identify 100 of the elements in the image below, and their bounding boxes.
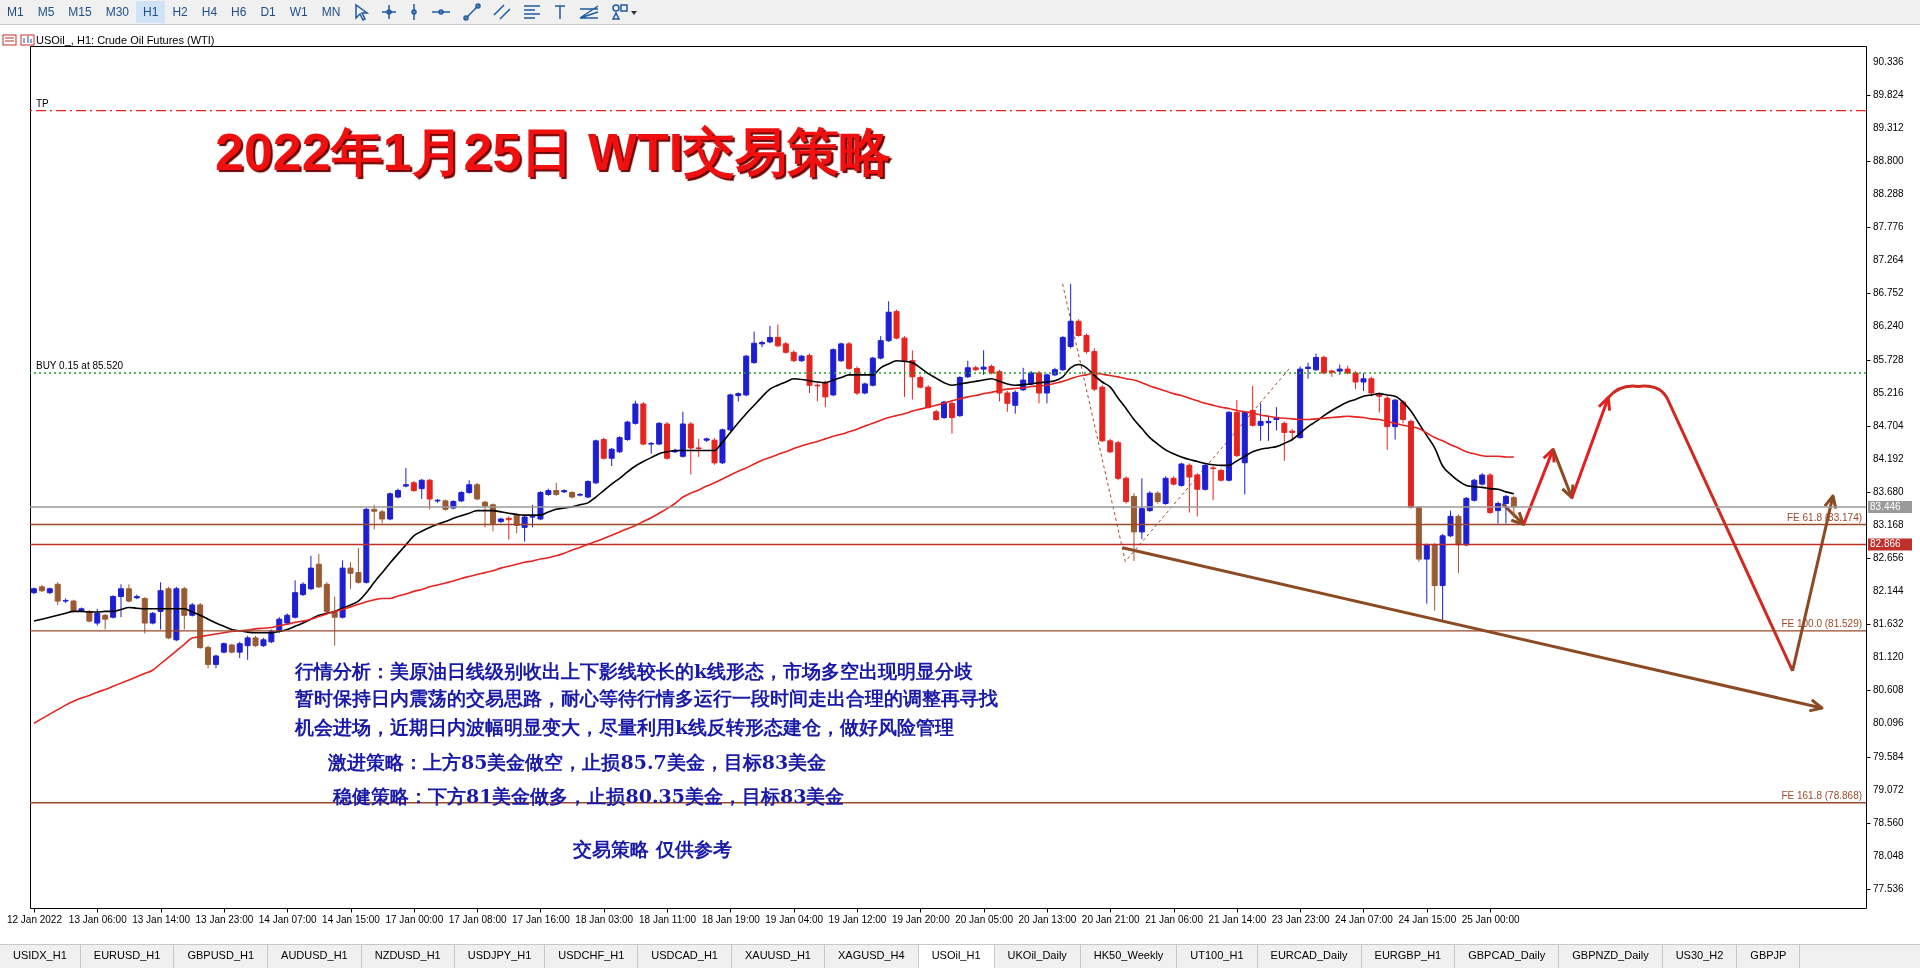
text: H6 (230, 4, 248, 21)
candlestick (118, 583, 125, 618)
candlestick (1423, 543, 1430, 605)
y-tick-label: 85.728 (1873, 353, 1905, 365)
ref-line-label: TP (35, 97, 50, 109)
annotation: 暂时保持日内震荡的交易思路，耐心等待行情多运行一段时间走出合理的调整再寻找 (295, 686, 998, 711)
x-tick-label: 14 Jan 15:00 (322, 913, 381, 925)
y-tick-label: 85.216 (1873, 386, 1905, 398)
y-tick-label: 89.824 (1873, 88, 1905, 100)
annotation: 交易策略 仅供参考 (573, 837, 732, 862)
candlestick (1510, 495, 1517, 519)
candlestick (1138, 477, 1145, 540)
ref-line-label: 83.446 (1870, 500, 1902, 512)
text: H2 (171, 4, 189, 21)
text: M30 (104, 4, 131, 21)
candlestick (1012, 389, 1019, 415)
ref-line-label: BUY 0.15 at 85.520 (35, 359, 124, 371)
y-tick-label: 80.608 (1873, 684, 1905, 696)
candlestick (505, 515, 512, 541)
candlestick (751, 331, 758, 365)
x-tick-label: 12 Jan 2022 (6, 913, 63, 925)
x-tick-label: 17 Jan 00:00 (385, 913, 444, 925)
x-tick-label: 20 Jan 13:00 (1018, 913, 1077, 925)
text: EURGBP_H1 (1361, 945, 1456, 968)
candlestick (1281, 420, 1288, 462)
candlestick (205, 645, 212, 669)
text: USDCHF_H1 (545, 945, 639, 968)
candlestick (980, 349, 987, 376)
x-tick-label: 13 Jan 06:00 (68, 913, 128, 925)
ref-line-label: 82.866 (1870, 538, 1902, 550)
y-tick-label: 79.072 (1873, 783, 1905, 795)
candlestick (1352, 370, 1359, 390)
y-tick-label: 77.536 (1873, 882, 1905, 894)
text: XAGUSD_H4 (825, 945, 919, 968)
candlestick (925, 384, 932, 410)
ref-line-label: FE 161.8 (78.868) (1781, 789, 1863, 801)
x-tick-label: 13 Jan 14:00 (132, 913, 191, 925)
x-tick-label: 18 Jan 11:00 (639, 913, 697, 925)
y-tick-label: 83.680 (1873, 485, 1905, 497)
candlestick (1360, 372, 1367, 392)
text: 2022年1月25日 WTI交易策略 (215, 122, 892, 183)
x-tick-label: 19 Jan 04:00 (765, 913, 824, 925)
candlestick (1123, 475, 1130, 504)
candlestick (1202, 462, 1209, 492)
text: HK50_Weekly (1080, 945, 1178, 968)
y-tick-label: 80.096 (1873, 717, 1905, 729)
text: GBPJP (1737, 945, 1801, 968)
text: US30_H2 (1662, 945, 1738, 968)
text: AUDUSD_H1 (268, 945, 362, 968)
candlestick (307, 555, 314, 591)
x-tick-label: 24 Jan 07:00 (1335, 913, 1394, 925)
text: H4 (200, 4, 219, 21)
y-tick-label: 82.656 (1873, 552, 1905, 564)
text: EURCAD_Daily (1257, 945, 1362, 968)
x-tick-label: 24 Jan 15:00 (1398, 913, 1457, 925)
x-tick-label: 13 Jan 23:00 (195, 913, 254, 925)
x-tick-label: 17 Jan 16:00 (512, 913, 571, 925)
y-tick-label: 84.704 (1873, 419, 1905, 431)
y-tick-label: 88.800 (1873, 155, 1905, 167)
x-tick-label: 19 Jan 20:00 (891, 913, 951, 925)
text: GBPNZD_Daily (1559, 945, 1663, 968)
candlestick (426, 478, 433, 510)
candlestick (157, 581, 164, 630)
text: UKOil_Daily (994, 945, 1081, 968)
text: GBPUSD_H1 (174, 945, 269, 968)
text: EURUSD_H1 (80, 945, 175, 968)
chart-subtitle: USOil_, H1: Crude Oil Futures (WTI) (36, 34, 215, 46)
text: XAUUSD_H1 (731, 945, 825, 968)
candlestick (1502, 494, 1509, 525)
text: UT100_H1 (1177, 945, 1258, 968)
text: W1 (288, 4, 309, 21)
y-tick-label: 79.584 (1873, 750, 1905, 762)
annotation: 稳健策略：下方81美金做多，止损80.35美金，目标83美金 (333, 784, 845, 809)
candlestick (1210, 465, 1217, 501)
text: USDJPY_H1 (454, 945, 546, 968)
x-tick-label: 17 Jan 08:00 (448, 913, 507, 925)
candlestick (1376, 391, 1383, 413)
y-tick-label: 86.240 (1873, 320, 1905, 332)
y-tick-label: 88.288 (1873, 188, 1905, 200)
annotation: 激进策略：上方85美金做空，止损85.7美金，目标83美金 (328, 750, 827, 775)
candlestick (695, 438, 702, 458)
y-tick-label: 89.312 (1873, 121, 1905, 133)
annotation: 机会进场，近期日内波幅明显变大，尽量利用k线反转形态建仓，做好风险管理 (295, 715, 955, 740)
y-tick-label: 78.048 (1873, 849, 1905, 861)
candlestick (371, 504, 378, 530)
y-tick-label: 78.560 (1873, 816, 1905, 828)
text: GBPCAD_Daily (1455, 945, 1560, 968)
y-tick-label: 82.144 (1873, 585, 1905, 597)
x-tick-label: 20 Jan 21:00 (1081, 913, 1141, 925)
y-tick-label: 81.632 (1873, 618, 1905, 630)
text: USIDX_H1 (0, 945, 81, 968)
text: M1 (6, 4, 25, 21)
text: M5 (36, 4, 56, 21)
x-tick-label: 14 Jan 07:00 (258, 913, 318, 925)
text: MN (320, 4, 342, 21)
text: H1 (136, 1, 166, 23)
y-tick-label: 87.264 (1873, 254, 1905, 266)
y-tick-label: 87.776 (1873, 221, 1905, 233)
candlestick (600, 437, 607, 461)
x-tick-label: 18 Jan 19:00 (701, 913, 761, 925)
